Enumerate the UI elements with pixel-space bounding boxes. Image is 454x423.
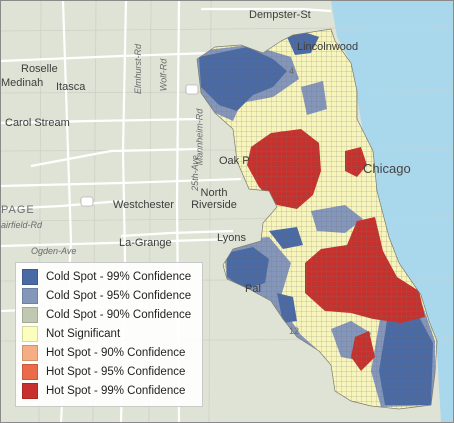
label-westchester: Westchester [113,199,174,211]
legend-item: Hot Spot - 99% Confidence [22,381,196,400]
legend-swatch [22,287,38,304]
study-area-outline [196,28,438,410]
lake-michigan [331,1,453,422]
legend-label: Cold Spot - 99% Confidence [46,270,192,283]
label-elmhurst-rd: Elmhurst-Rd [133,43,144,95]
label-dempster-st: Dempster-St [249,9,311,21]
label-itasca: Itasca [56,81,86,93]
label-page: PAGE [1,204,35,216]
legend-items: Cold Spot - 99% Confidence Cold Spot - 95… [22,267,196,400]
legend-item: Hot Spot - 90% Confidence [22,343,196,362]
legend-label: Hot Spot - 90% Confidence [46,346,186,359]
legend-item: Cold Spot - 95% Confidence [22,286,196,305]
legend-label: Cold Spot - 95% Confidence [46,289,192,302]
label-palos: Pal [245,283,261,295]
legend-item: Cold Spot - 90% Confidence [22,305,196,324]
label-medinah: Medinah [1,77,44,89]
label-route-12: 12 [289,326,300,336]
label-route-4: 4 [289,66,295,76]
legend-swatch [22,363,38,380]
label-carol-stream: Carol Stream [5,117,70,129]
legend-swatch [22,306,38,323]
label-oak-park: Oak P [219,155,250,167]
label-roselle: Roselle [21,63,58,75]
label-lincolnwood: Lincolnwood [297,41,359,53]
label-25th-ave: 25th-Ave [189,155,200,191]
label-chicago: Chicago [363,161,411,176]
legend-label: Hot Spot - 95% Confidence [46,365,186,378]
legend-swatch [22,325,38,342]
label-lyons: Lyons [217,232,246,244]
legend-item: Cold Spot - 99% Confidence [22,267,196,286]
legend-item: Hot Spot - 95% Confidence [22,362,196,381]
legend-swatch [22,382,38,399]
legend-swatch [22,268,38,285]
label-north-riverside: North Riverside [191,187,237,211]
legend-label: Hot Spot - 99% Confidence [46,384,186,397]
label-wolf-rd: Wolf-Rd [158,58,169,92]
legend-item: Not Significant [22,324,196,343]
map-legend: Cold Spot - 99% Confidence Cold Spot - 95… [15,262,203,407]
label-fairfield-rd: airfield-Rd [1,220,43,230]
legend-label: Not Significant [46,327,121,340]
legend-label: Cold Spot - 90% Confidence [46,308,192,321]
legend-swatch [22,344,38,361]
label-la-grange: La-Grange [119,237,172,249]
label-ogden-ave: Ogden-Ave [31,246,77,256]
